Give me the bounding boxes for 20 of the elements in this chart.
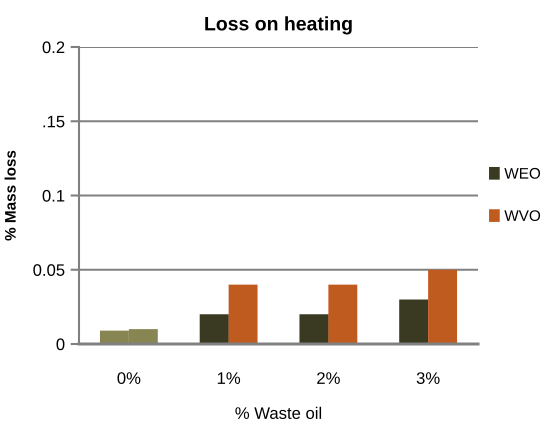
x-tick-label: 3% (416, 372, 440, 384)
bar (299, 314, 328, 344)
y-tick-label: 0.2 (42, 41, 64, 54)
y-tick-label: 0 (56, 338, 64, 350)
bar (328, 284, 358, 344)
y-tick-label: .15 (43, 116, 64, 128)
y-tick-label: 0.1 (42, 190, 64, 202)
x-tick-label: 0% (117, 372, 140, 384)
y-axis-title: % Mass loss (4, 150, 16, 241)
legend-label: WEO (504, 168, 540, 179)
bar (428, 270, 458, 344)
x-tick-label: 2% (317, 372, 340, 384)
chart-title: Loss on heating (205, 16, 352, 34)
x-tick-label: 1% (218, 372, 240, 384)
bar (228, 284, 258, 344)
x-axis-title: % Waste oil (235, 406, 322, 419)
legend-label: WVO (504, 210, 540, 222)
bar (399, 299, 428, 344)
y-tick-label: 0.05 (33, 264, 64, 276)
bar (200, 314, 229, 344)
